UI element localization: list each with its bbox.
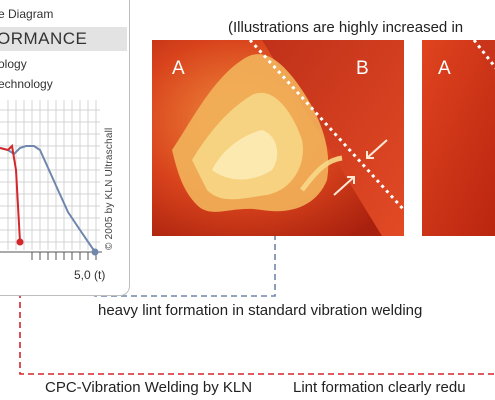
weld-photo-standard: A B (152, 40, 404, 236)
legend-item-standard: ology (0, 57, 27, 71)
blue-curve (0, 145, 96, 253)
illustration-note: (Illustrations are highly increased in (228, 19, 464, 36)
photo-label-a: A (172, 58, 185, 79)
diagram-heading: ORMANCE (0, 29, 88, 48)
heading-band (0, 27, 127, 51)
graph-grid (0, 100, 100, 250)
x-axis-tick-label: 5,0 (t) (74, 268, 106, 282)
weld-photo-cpc-image (422, 40, 495, 236)
caption-cpc-welding: CPC-Vibration Welding by KLN (45, 379, 253, 396)
caption-cpc-result: Lint formation clearly redu (293, 379, 466, 396)
performance-graph (0, 100, 102, 260)
legend-item-cpc: echnology (0, 77, 53, 91)
x-axis-ticks (31, 252, 97, 260)
red-curve (0, 143, 21, 243)
red-curve-endpoint (16, 238, 24, 246)
blue-curve-endpoint (91, 248, 99, 256)
weld-photo-cpc: A (422, 40, 495, 236)
photo-label-b: B (356, 58, 369, 79)
weld-photo-standard-image (152, 40, 404, 236)
diagram-title: e Diagram (0, 7, 54, 21)
copyright-text: © 2005 by KLN Ultraschall (104, 127, 115, 250)
caption-standard-welding: heavy lint formation in standard vibrati… (98, 302, 423, 319)
photo-label-a-cpc: A (438, 58, 451, 79)
